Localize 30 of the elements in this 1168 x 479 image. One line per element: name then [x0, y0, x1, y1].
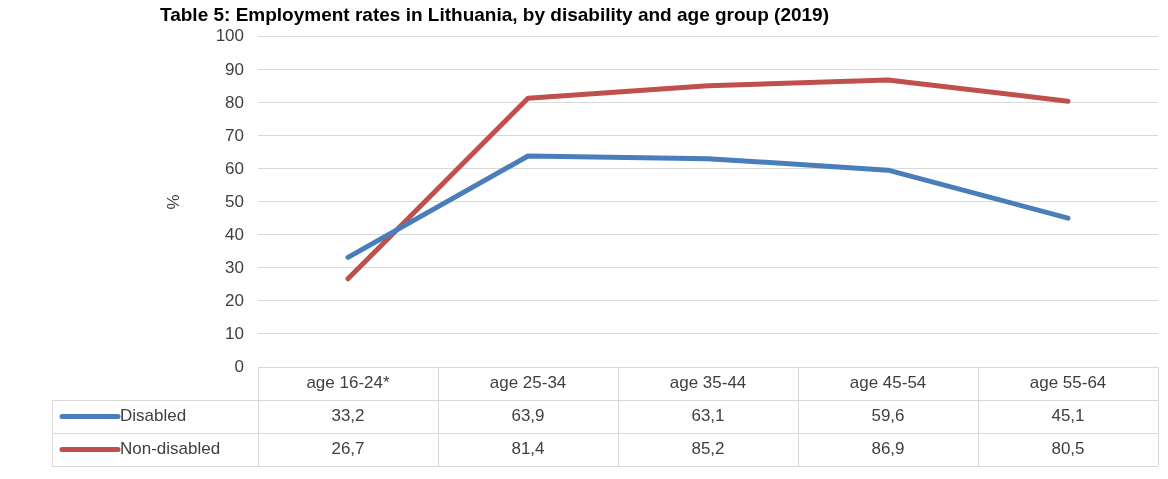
x-tick-label: age 25-34	[489, 373, 567, 393]
data-label: 26,7	[331, 439, 365, 459]
y-tick-label: 30	[225, 257, 244, 277]
data-label: 81,4	[511, 439, 545, 459]
chart-title: Table 5: Employment rates in Lithuania, by disability and age group (2019)	[160, 3, 830, 25]
y-tick-label: 50	[225, 191, 244, 211]
data-label: 33,2	[331, 406, 365, 426]
y-tick-label: 40	[225, 224, 244, 244]
x-tick-label: age 16-24*	[306, 373, 390, 393]
y-tick-label: 90	[225, 59, 244, 79]
data-label: 63,9	[511, 406, 545, 426]
legend-label: Disabled	[120, 406, 187, 426]
data-label: 59,6	[871, 406, 905, 426]
y-tick-label: 20	[225, 290, 244, 310]
y-tick-label: 0	[234, 356, 244, 376]
y-tick-label: 60	[225, 158, 244, 178]
y-tick-label: 80	[225, 92, 244, 112]
y-axis-title: %	[163, 194, 183, 210]
y-tick-label: 10	[225, 323, 244, 343]
legend-label: Non-disabled	[120, 439, 221, 459]
y-tick-label: 70	[225, 125, 244, 145]
x-tick-label: age 35-44	[669, 373, 747, 393]
data-label: 45,1	[1051, 406, 1085, 426]
data-label: 86,9	[871, 439, 905, 459]
y-tick-label: 100	[215, 26, 244, 46]
data-label: 85,2	[691, 439, 725, 459]
x-tick-label: age 45-54	[849, 373, 927, 393]
x-tick-label: age 55-64	[1029, 373, 1107, 393]
data-label: 80,5	[1051, 439, 1085, 459]
data-label: 63,1	[691, 406, 725, 426]
